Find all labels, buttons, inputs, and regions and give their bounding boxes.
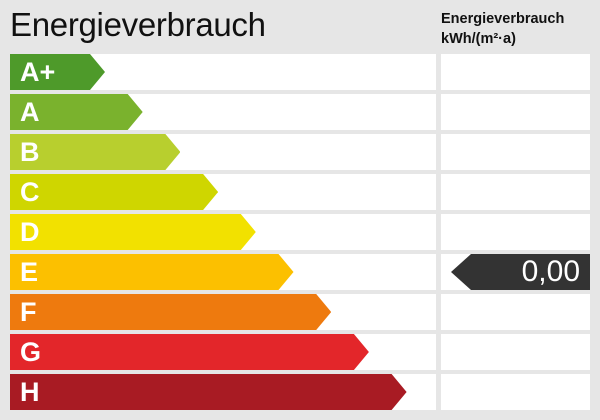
rating-label: E [20, 257, 39, 287]
rating-label: H [20, 377, 40, 407]
value-cell [441, 94, 590, 130]
rating-label: D [20, 217, 40, 247]
rating-row-g: G [10, 334, 436, 370]
value-cell [441, 294, 590, 330]
rating-row-b: B [10, 134, 436, 170]
rating-arrow: F [10, 294, 332, 330]
column-header-title: Energieverbrauch [441, 11, 565, 27]
value-cell [441, 54, 590, 90]
rating-arrow: A [10, 94, 143, 130]
rating-arrow: C [10, 174, 219, 210]
rating-label: B [20, 137, 40, 167]
rating-row-a: A [10, 94, 436, 130]
rating-label: C [20, 177, 40, 207]
rating-label: A+ [20, 57, 56, 87]
page-title: Energieverbrauch [10, 6, 266, 43]
rating-arrow: D [10, 214, 256, 250]
rating-arrow: A+ [10, 54, 105, 90]
rating-label: A [20, 97, 40, 127]
value-cell [441, 334, 590, 370]
rating-row-a-plus: A+ [10, 54, 436, 90]
value-cell [441, 214, 590, 250]
value-cell [441, 374, 590, 410]
rating-row-h: H [10, 374, 436, 410]
rating-arrow: E [10, 254, 294, 290]
rating-row-c: C [10, 174, 436, 210]
column-header: Energieverbrauch kWh/(m²·a) [441, 9, 564, 49]
rating-arrow: G [10, 334, 369, 370]
value-cell [441, 174, 590, 210]
value-text: 0,00 [521, 255, 580, 288]
rating-row-f: F [10, 294, 436, 330]
rating-row-d: D [10, 214, 436, 250]
rating-label: F [20, 297, 37, 327]
value-marker-arrow [451, 254, 590, 290]
rating-arrow: B [10, 134, 181, 170]
value-cell [441, 134, 590, 170]
value-marker: 0,00 [451, 254, 590, 290]
rating-arrow: H [10, 374, 407, 410]
column-header-unit: kWh/(m²·a) [441, 31, 516, 47]
rating-label: G [20, 337, 42, 367]
rating-row-e: E [10, 254, 436, 290]
